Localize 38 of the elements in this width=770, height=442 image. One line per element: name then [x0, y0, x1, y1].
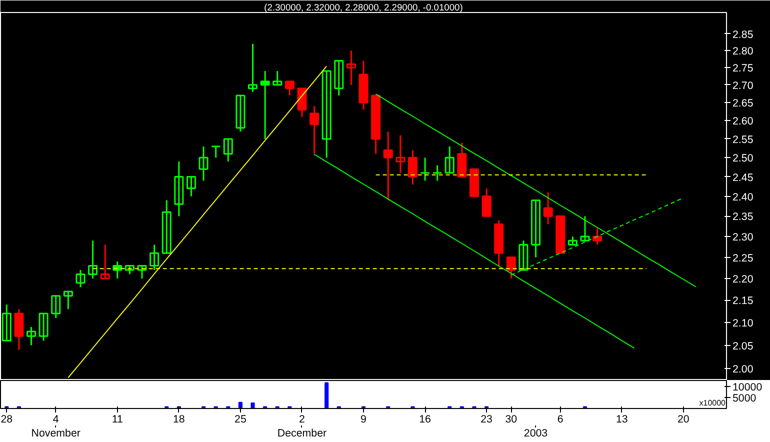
x-tick-label: 20: [678, 414, 690, 426]
annotation: x10000: [699, 398, 726, 408]
y-tick-label: 2.65: [732, 98, 754, 110]
x-tick-label: 13: [616, 414, 628, 426]
x-tick-label: 4: [52, 414, 59, 426]
text: November: [31, 428, 81, 440]
y-tick-label: 2.70: [732, 80, 754, 92]
y-tick-label: 10000: [732, 382, 762, 394]
x-tick-label: 9: [360, 414, 367, 426]
y-tick-label: 2.10: [732, 317, 754, 330]
y-tick-label: 2.45: [732, 172, 754, 184]
y-tick-label: 2.50: [732, 152, 754, 165]
y-tick-label: 2.30: [732, 231, 754, 244]
y-tick-label: 2.85: [732, 28, 754, 41]
text: 2003: [524, 428, 548, 440]
x-tick-label: 28: [0, 414, 13, 426]
y-tick-label: 2.60: [732, 116, 754, 128]
x-tick-label: 6: [557, 414, 564, 426]
y-tick-label: 2.15: [732, 295, 754, 308]
y-tick-label: 2.00: [732, 364, 754, 376]
text: December: [277, 428, 328, 440]
chart-title: (2.30000, 2.32000, 2.28000, 2.29000, -0.01000): [264, 2, 463, 12]
x-tick-label: 16: [419, 414, 432, 426]
y-tick-label: 2.20: [732, 274, 754, 286]
y-tick-label: 2.40: [732, 191, 754, 204]
y-tick-label: 2.55: [732, 134, 754, 146]
x-tick-label: 18: [172, 414, 185, 426]
y-tick-label: 2.75: [732, 62, 754, 75]
x-tick-label: 11: [112, 414, 124, 426]
x-tick-label: 2: [299, 414, 306, 426]
x-tick-label: 23: [480, 414, 493, 426]
y-tick-label: 2.35: [732, 211, 754, 224]
y-tick-label: 2.25: [732, 252, 754, 264]
x-tick-label: 25: [234, 414, 246, 426]
y-tick-label: 2.80: [732, 46, 754, 58]
x-tick-label: 30: [505, 414, 518, 426]
y-tick-label: 5000: [732, 392, 756, 405]
y-tick-label: 2.05: [732, 340, 754, 352]
